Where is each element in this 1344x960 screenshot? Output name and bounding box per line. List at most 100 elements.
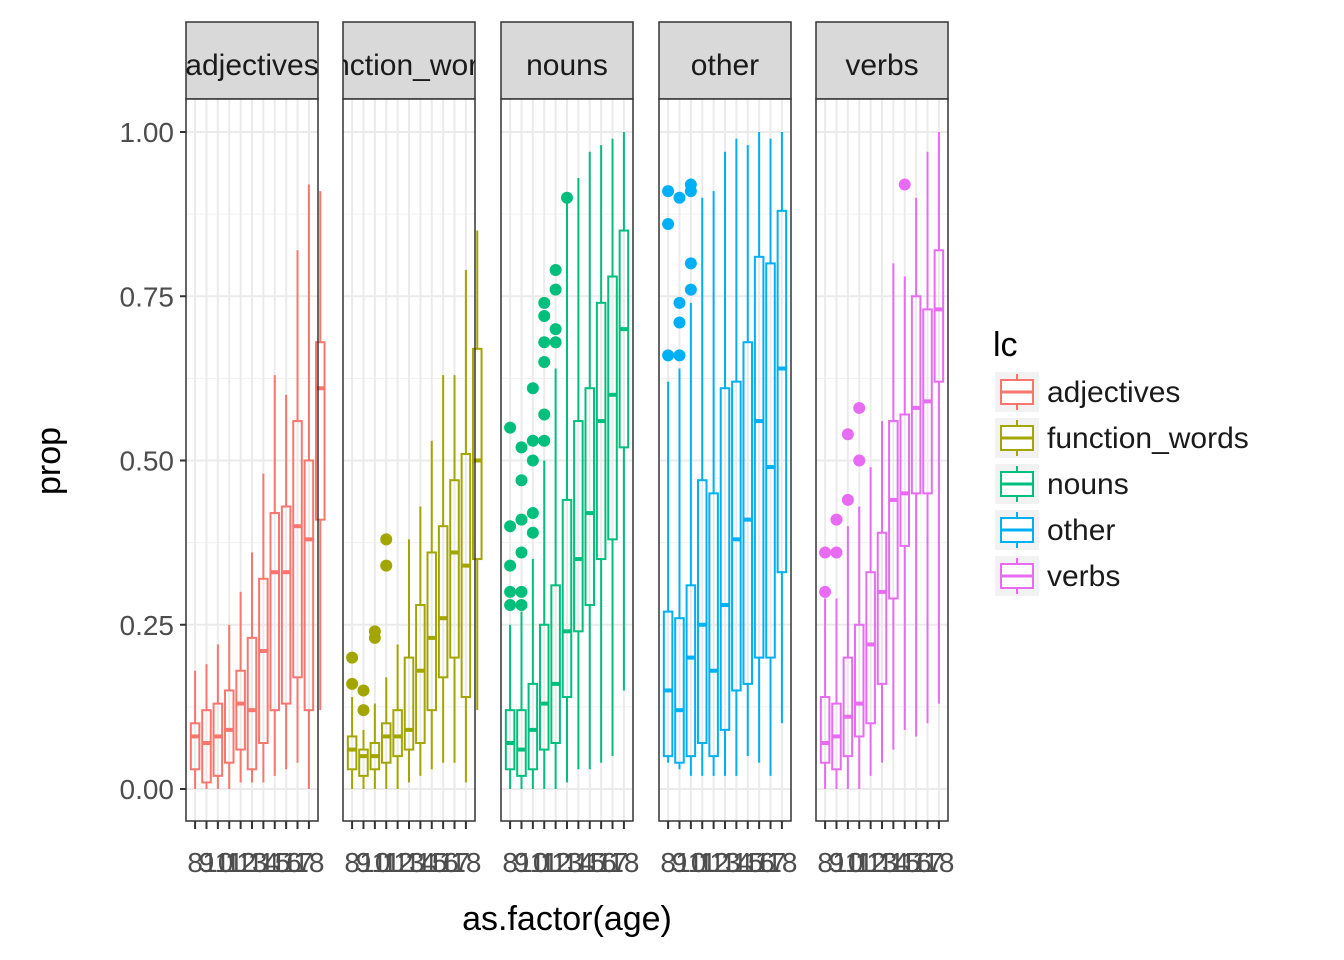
outlier-point (549, 283, 562, 296)
box-14 (415, 506, 426, 776)
box-14 (258, 473, 269, 783)
outlier-point (830, 546, 843, 559)
x-tick-label: 15 (889, 847, 920, 878)
box-body (708, 492, 719, 758)
x-tick-label: 14 (405, 847, 436, 878)
box-16 (280, 394, 292, 770)
y-tick-label: 1.00 (120, 117, 175, 148)
box-13 (876, 421, 888, 763)
x-tick-label: 18 (608, 847, 639, 878)
outlier-point (504, 520, 517, 533)
x-tick-label: 9 (672, 847, 688, 878)
x-tick-label: 16 (271, 847, 302, 878)
outlier-point (673, 296, 686, 309)
box-body (246, 636, 258, 771)
box-body (235, 669, 246, 751)
outlier-point (515, 513, 528, 526)
box-8 (189, 670, 201, 789)
x-tick-label: 18 (766, 847, 797, 878)
outlier-point (368, 625, 381, 638)
outlier-point (549, 323, 562, 336)
outlier-point (538, 336, 551, 349)
outlier-point (673, 316, 686, 329)
box-16 (753, 132, 765, 763)
outlier-point (898, 178, 911, 191)
legend-item-adjectives: adjectives (995, 372, 1180, 412)
x-tick-label: 12 (855, 847, 886, 878)
outlier-point (684, 283, 697, 296)
x-tick-label: 8 (344, 847, 360, 878)
box-body (415, 604, 426, 745)
box-14 (731, 138, 742, 776)
legend-item-nouns: nouns (995, 464, 1129, 504)
outlier-point (819, 546, 832, 559)
x-tick-label: 15 (416, 847, 447, 878)
legend-label: adjectives (1047, 376, 1180, 409)
box-17 (292, 250, 303, 763)
x-tick-label: 17 (597, 847, 628, 878)
x-tick-label: 15 (732, 847, 763, 878)
outlier-point (526, 454, 539, 467)
box-body (865, 571, 876, 725)
x-tick-label: 8 (660, 847, 676, 878)
legend-label: other (1047, 514, 1115, 547)
box-12 (235, 591, 246, 783)
y-tick-label: 0.25 (120, 610, 175, 641)
box-11 (223, 624, 235, 789)
x-tick-label: 9 (356, 847, 372, 878)
outlier-point (561, 191, 573, 204)
box-9 (830, 513, 843, 789)
box-body (910, 295, 922, 495)
x-tick-label: 11 (845, 847, 874, 878)
outlier-point (538, 434, 551, 447)
box-body (212, 702, 224, 777)
box-body (561, 498, 573, 699)
facet-strip-label: other (691, 49, 759, 82)
x-tick-label: 13 (236, 847, 267, 878)
box-body (403, 656, 415, 751)
box-10 (526, 382, 539, 789)
box-body (685, 584, 697, 758)
x-tick-label: 10 (359, 847, 390, 878)
outlier-point (662, 349, 675, 362)
box-15 (742, 145, 754, 757)
box-body (538, 623, 550, 751)
box-body (618, 229, 630, 449)
box-18 (933, 132, 945, 704)
box-13 (246, 552, 258, 783)
y-tick-label: 0.75 (120, 281, 175, 312)
x-tick-label: 13 (709, 847, 740, 878)
legend-item-function_words: function_words (995, 418, 1249, 458)
box-11 (696, 197, 708, 776)
box-body (662, 610, 674, 758)
box-8 (346, 651, 359, 789)
box-body (584, 387, 596, 607)
x-tick-label: 14 (563, 847, 594, 878)
box-10 (841, 428, 854, 789)
outlier-point (662, 185, 675, 198)
box-body (303, 459, 315, 712)
facet-strip (500, 21, 634, 100)
legend-label: verbs (1047, 560, 1120, 593)
outlier-point (673, 349, 686, 362)
box-17 (607, 138, 618, 757)
outlier-point (526, 382, 539, 395)
outlier-point (684, 257, 697, 270)
x-tick-label: 18 (923, 847, 954, 878)
x-tick-label: 17 (912, 847, 943, 878)
outlier-point (515, 546, 528, 559)
box-body (292, 420, 303, 679)
box-11 (853, 401, 866, 789)
outlier-point (504, 421, 517, 434)
outlier-point (504, 559, 517, 572)
box-18 (303, 184, 315, 789)
box-body (573, 420, 584, 633)
box-body (731, 380, 742, 692)
facet-strip-label: adjectives (185, 49, 318, 82)
box-body (472, 347, 483, 561)
x-tick-label: 10 (517, 847, 548, 878)
box-15 (584, 151, 596, 770)
